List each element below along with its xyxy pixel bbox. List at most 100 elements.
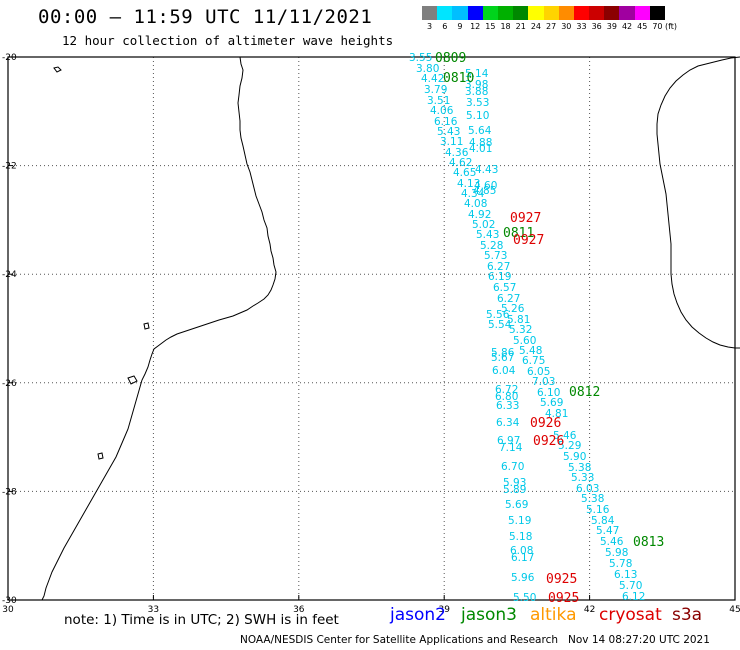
scale-bin-15: 70 [649, 6, 665, 31]
swh-value-label: 6.97 [497, 435, 520, 447]
swh-value-label: 5.43 [437, 126, 460, 138]
swh-value-label: 5.69 [540, 397, 563, 409]
scale-label-13: 42 [621, 22, 633, 31]
credit-footer: NOAA/NESDIS Center for Satellite Applica… [240, 634, 710, 646]
swh-value-label: 5.67 [491, 352, 514, 364]
swh-value-label: 7.14 [499, 442, 523, 454]
swh-value-label: 5.43 [476, 229, 499, 241]
scale-bin-8: 27 [543, 6, 559, 31]
scale-bin-14: 45 [634, 6, 650, 31]
swh-value-label: 6.72 [495, 384, 518, 396]
swh-value-label: 4.85 [473, 185, 496, 197]
swh-value-label: 4.01 [469, 143, 492, 155]
scale-bin-10: 33 [573, 6, 590, 31]
swh-value-label: 6.80 [495, 391, 518, 403]
swh-value-label: 6.12 [622, 591, 645, 603]
scale-swatch-3 [467, 6, 483, 20]
swh-value-label: 5.46 [553, 430, 577, 442]
scale-unit: (ft) [665, 22, 678, 31]
swh-value-label: 5.38 [581, 493, 604, 505]
swh-value-label: 6.13 [614, 569, 637, 581]
swh-value-label: 6.03 [576, 483, 599, 495]
scale-bin-7: 24 [528, 6, 544, 31]
pass-time-label: 0926 [533, 434, 564, 449]
swh-value-label: 3.55 [409, 52, 432, 64]
scale-swatch-8 [543, 6, 559, 20]
scale-swatch-15 [649, 6, 665, 20]
swh-observations: 3.553.804.423.793.514.066.165.433.114.36… [409, 52, 645, 604]
scale-swatch-7 [528, 6, 544, 20]
scale-label-7: 24 [530, 22, 541, 31]
pass-time-label: 0813 [633, 535, 664, 550]
swh-value-label: 5.32 [509, 324, 532, 336]
swh-value-label: 4.13 [457, 178, 480, 190]
scale-label-5: 18 [500, 22, 511, 31]
scale-label-8: 27 [546, 22, 557, 31]
swh-value-label: 5.96 [511, 572, 535, 584]
swh-value-label: 4.65 [453, 167, 476, 179]
x-tick-label: 42 [584, 605, 595, 615]
swh-value-label: 3.98 [465, 79, 488, 91]
scale-swatch-2 [452, 6, 468, 20]
swh-value-label: 4.36 [445, 147, 469, 159]
scale-bin-9: 30 [558, 6, 574, 31]
scale-swatch-1 [437, 6, 453, 20]
swh-value-label: 5.47 [596, 525, 619, 537]
swh-value-label: 4.62 [449, 157, 472, 169]
swh-value-label: 6.27 [497, 293, 520, 305]
island-outline [53, 66, 62, 73]
scale-swatch-12 [604, 6, 620, 20]
scale-swatch-0 [422, 6, 438, 20]
swh-value-label: 5.46 [600, 536, 624, 548]
legend-cryosat: cryosat [599, 605, 662, 625]
swh-value-label: 6.10 [537, 387, 560, 399]
swh-value-label: 5.16 [586, 504, 610, 516]
scale-bin-0: 3 [422, 6, 438, 31]
swh-value-label: 5.90 [563, 451, 586, 463]
swh-value-label: 4.34 [461, 188, 485, 200]
pass-time-label: 0925 [546, 572, 577, 587]
scale-bin-1: 6 [437, 6, 453, 31]
axis-ticks: 30 33 36 39 42 45 -20 -22 -24 -26 -28 -30 [2, 53, 740, 615]
y-tick-label: -28 [2, 487, 17, 497]
scale-label-3: 12 [470, 22, 481, 31]
scale-label-2: 9 [457, 22, 463, 31]
madagascar-coastline [656, 56, 740, 349]
swh-value-label: 3.88 [465, 86, 488, 98]
swh-value-label: 6.19 [488, 271, 511, 283]
swh-value-label: 5.81 [507, 314, 530, 326]
map-frame [7, 56, 736, 601]
swh-value-label: 3.53 [466, 97, 489, 109]
pass-time-label: 0926 [530, 416, 561, 431]
island-outline [97, 452, 104, 460]
swh-value-label: 3.51 [427, 95, 450, 107]
swh-value-label: 6.33 [496, 400, 519, 412]
island-outline [143, 322, 150, 330]
scale-label-15: 70 [652, 22, 663, 31]
pass-time-labels: 0809 0810 0811 0812 0813 0927 0927 0926 0926 0925… [435, 51, 664, 606]
swh-value-label: 5.19 [508, 515, 531, 527]
swh-value-label: 5.98 [605, 547, 628, 559]
pass-time-label: 0925 [548, 591, 579, 606]
scale-label-14: 45 [637, 22, 648, 31]
swh-value-label: 5.29 [558, 440, 581, 452]
legend-jason2: jason2 [390, 605, 446, 625]
footnote: note: 1) Time is in UTC; 2) SWH is in fe… [64, 612, 339, 628]
page-title: 00:00 – 11:59 UTC 11/11/2021 [38, 6, 373, 28]
swh-value-label: 5.26 [501, 303, 525, 315]
swh-value-label: 6.75 [522, 355, 545, 367]
y-tick-label: -22 [2, 162, 17, 172]
swh-value-label: 6.08 [510, 545, 533, 557]
generated-timestamp: Nov 14 08:27:20 UTC 2021 [568, 634, 710, 646]
scale-label-1: 6 [442, 22, 448, 31]
scale-bin-4: 15 [482, 6, 498, 31]
swh-value-label: 5.70 [619, 580, 642, 592]
credit-text: NOAA/NESDIS Center for Satellite Applica… [240, 634, 558, 646]
scale-swatch-13 [619, 6, 635, 20]
swh-value-label: 5.89 [503, 484, 526, 496]
swh-value-label: 5.10 [466, 110, 489, 122]
swh-value-label: 4.81 [545, 408, 568, 420]
swh-value-label: 5.93 [503, 477, 526, 489]
pass-time-label: 0811 [503, 226, 534, 241]
